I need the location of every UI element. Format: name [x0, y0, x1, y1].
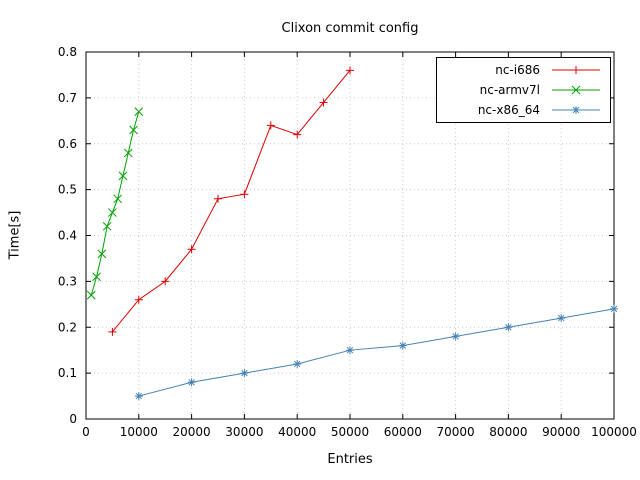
legend-item: nc-x86_64 [437, 100, 610, 120]
series-nc-armv7l [86, 107, 144, 300]
y-axis-label: Time[s] [7, 210, 23, 260]
y-tick-label: 0.5 [58, 183, 77, 197]
x-tick-label: 100000 [591, 425, 637, 439]
x-tick-label: 70000 [437, 425, 475, 439]
y-tick-label: 0.8 [58, 45, 77, 59]
x-tick-label: 80000 [489, 425, 527, 439]
series-markers [86, 107, 144, 300]
series-markers [108, 66, 354, 336]
y-tick-label: 0 [69, 412, 77, 426]
series-line [112, 70, 351, 333]
x-tick-label: 20000 [173, 425, 211, 439]
x-tick-label: 10000 [120, 425, 158, 439]
legend-line-sample [552, 85, 600, 95]
legend-label: nc-x86_64 [477, 103, 540, 117]
y-tick-label: 0.3 [58, 274, 77, 288]
x-tick-label: 60000 [384, 425, 422, 439]
legend-item: nc-i686 [437, 60, 610, 80]
legend-line-sample [552, 66, 600, 74]
y-tick-label: 0.2 [58, 320, 77, 334]
series-line [90, 111, 140, 296]
y-tick-label: 0.1 [58, 366, 77, 380]
x-tick-label: 50000 [331, 425, 369, 439]
series-nc-x86_64 [134, 304, 618, 401]
series-markers [134, 304, 618, 401]
chart-title: Clixon commit config [281, 21, 419, 36]
series-nc-i686 [108, 66, 354, 336]
x-tick-label: 40000 [278, 425, 316, 439]
series-line [138, 308, 615, 397]
legend-label: nc-i686 [495, 63, 540, 77]
axis-ticks [85, 51, 615, 420]
legend-line-sample [552, 106, 600, 114]
y-tick-label: 0.7 [58, 91, 77, 105]
x-tick-label: 30000 [225, 425, 263, 439]
legend-item: nc-armv7l [437, 80, 610, 100]
y-tick-label: 0.6 [58, 137, 77, 151]
y-tick-label: 0.4 [58, 229, 77, 243]
x-tick-label: 90000 [542, 425, 580, 439]
legend-label: nc-armv7l [479, 83, 540, 97]
x-axis-label: Entries [327, 452, 373, 467]
legend: nc-i686 nc-armv7l nc-x86_64 [436, 57, 611, 123]
x-tick-label: 0 [82, 425, 90, 439]
tick-labels: 0 10000 20000 30000 40000 50000 60000 70000 8000… [58, 45, 637, 439]
